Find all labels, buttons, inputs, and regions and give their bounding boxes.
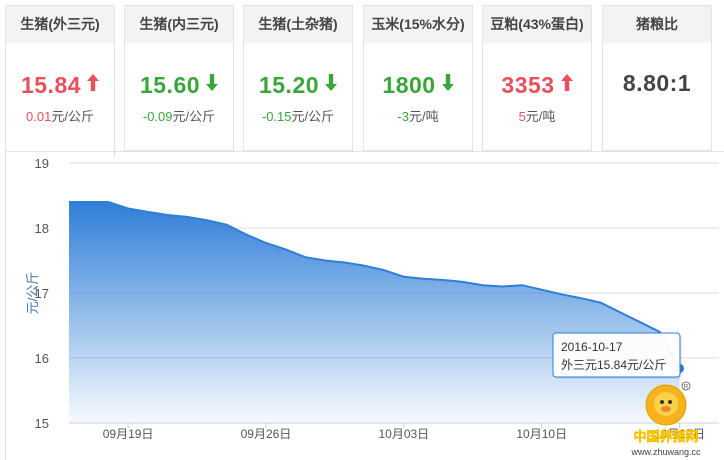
- x-tick-label: 09月19日: [103, 427, 154, 441]
- card-price: 15.60: [125, 70, 233, 99]
- card-price-value: 15.84: [20, 72, 82, 98]
- card-price: 8.80:1: [603, 70, 711, 97]
- tooltip-box: [552, 332, 681, 378]
- card-change-unit: 元/公斤: [51, 109, 94, 124]
- card-change-unit: 元/公斤: [172, 109, 216, 124]
- arrow-down-icon: [325, 70, 338, 97]
- card-price: 1800: [364, 70, 472, 99]
- x-tick-label: 10月03日: [378, 427, 429, 441]
- card-change: -0.15元/公斤: [244, 106, 352, 125]
- card-change-value: 5: [518, 109, 526, 124]
- chart-frame: [5, 151, 724, 460]
- x-tick-label: 10月17日: [654, 427, 705, 441]
- arrow-down-icon: [206, 70, 219, 97]
- price-cards: 生猪(外三元) 15.84 0.01元/公斤 生猪(内三元) 15.60 -0.09元/公…: [0, 0, 724, 157]
- logo-eye: [660, 400, 664, 404]
- card-change: -0.09元/公斤: [125, 106, 233, 125]
- price-card[interactable]: 生猪(外三元) 15.84 0.01元/公斤: [5, 5, 115, 157]
- card-change-value: 0.01: [26, 109, 52, 124]
- series-area: [69, 202, 680, 423]
- logo-eye: [668, 400, 672, 404]
- registered-mark-text: R: [684, 385, 689, 391]
- card-title: 豆粕(43%蛋白): [483, 6, 591, 43]
- card-change-unit: 元/吨: [408, 109, 439, 124]
- card-price-value: 15.60: [139, 72, 201, 98]
- y-tick-label: 18: [35, 221, 49, 236]
- card-title: 生猪(外三元): [6, 6, 114, 43]
- chart-svg: 15 16 17 18 19 09月19日 09月26日 10月03日 10月10日 10月17日…: [25, 156, 719, 457]
- x-tick-label: 09月26日: [241, 427, 292, 441]
- card-price: 15.84: [6, 70, 114, 99]
- card-price-value: 3353: [501, 72, 555, 98]
- y-tick-label: 15: [35, 416, 49, 431]
- price-card[interactable]: 猪粮比 8.80:1: [602, 5, 712, 151]
- y-axis-label: 元/公斤: [25, 272, 40, 315]
- price-card[interactable]: 豆粕(43%蛋白) 3353 5元/吨: [482, 5, 592, 151]
- price-card[interactable]: 生猪(土杂猪) 15.20 -0.15元/公斤: [243, 5, 353, 151]
- arrow-down-icon: [441, 70, 454, 97]
- card-title: 猪粮比: [603, 6, 711, 43]
- card-change: -3元/吨: [364, 106, 472, 125]
- y-tick-label: 16: [35, 351, 49, 366]
- arrow-up-icon: [87, 70, 100, 97]
- x-tick-label: 10月10日: [516, 427, 567, 441]
- card-change-value: -0.09: [142, 109, 173, 124]
- logo-snout: [661, 406, 671, 412]
- card-change: 0.01元/公斤: [6, 106, 114, 125]
- logo-face: [654, 392, 678, 416]
- price-card[interactable]: 玉米(15%水分) 1800 -3元/吨: [363, 5, 473, 151]
- price-chart: 15 16 17 18 19 09月19日 09月26日 10月03日 10月10日 10月17日…: [0, 151, 724, 460]
- price-card[interactable]: 生猪(内三元) 15.60 -0.09元/公斤: [124, 5, 234, 151]
- card-price-value: 15.20: [258, 72, 320, 98]
- watermark-url: www.zhuwang.cc: [630, 447, 701, 457]
- card-title: 生猪(内三元): [125, 6, 233, 43]
- tooltip-date: 2016-10-17: [561, 340, 623, 354]
- card-price: 3353: [483, 70, 591, 99]
- card-price: 15.20: [244, 70, 352, 99]
- card-change-unit: 元/公斤: [291, 109, 335, 124]
- tooltip-value: 外三元15.84元/公斤: [561, 358, 666, 372]
- card-title: 生猪(土杂猪): [244, 6, 352, 43]
- card-change: 5元/吨: [483, 106, 591, 125]
- y-tick-label: 19: [35, 156, 49, 171]
- registered-mark-icon: [681, 381, 691, 391]
- watermark-name: 中国养猪网: [633, 429, 698, 444]
- card-change-value: -0.15: [261, 109, 292, 124]
- card-title: 玉米(15%水分): [364, 6, 472, 43]
- card-change-unit: 元/吨: [525, 109, 556, 124]
- series-line: [69, 201, 681, 369]
- card-price-value: 8.80:1: [622, 70, 692, 96]
- card-change-value: -3: [397, 109, 409, 124]
- arrow-up-icon: [560, 70, 573, 97]
- card-price-value: 1800: [382, 72, 436, 98]
- y-tick-label: 17: [35, 286, 49, 301]
